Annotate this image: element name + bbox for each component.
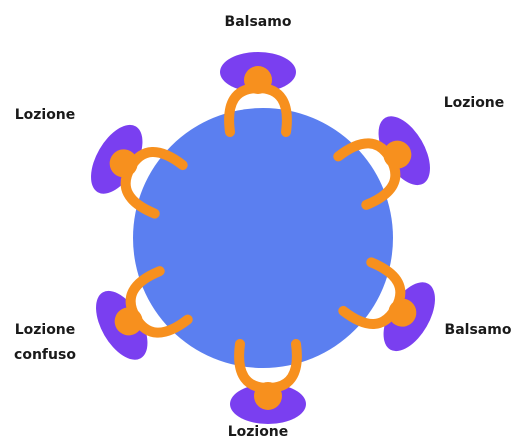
seat-label: Lozione [444,95,505,111]
seat-label: Lozione [15,322,76,338]
head [244,66,272,94]
seat-label: Balsamo [445,322,512,338]
diagram: Balsamo Lozione Balsamo Lozione Lozione … [0,0,523,447]
seat-label: Lozione [15,107,76,123]
seat-label: Balsamo [225,14,292,30]
seat-label: confuso [14,347,76,363]
seat-label: Lozione [228,424,289,440]
head [254,382,282,410]
